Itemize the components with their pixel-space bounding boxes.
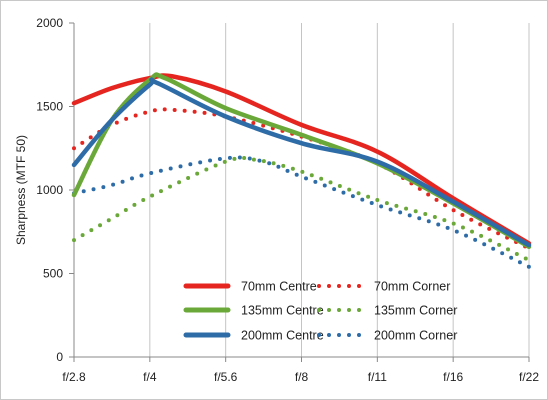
legend-label-200mm-centre: 200mm Centre [241,329,324,343]
legend-label-70mm-centre: 70mm Centre [241,280,317,294]
x-tick-label: f/5.6 [214,370,238,384]
series-line-70mm-centre [71,73,532,246]
series-line-200mm-centre [71,77,532,248]
x-tick-label: f/2.8 [62,370,86,384]
series-line-135mm-corner [72,155,531,263]
legend: 70mm Centre 135mm Centre 200mm Centre 70mm … [183,280,457,343]
x-tick-label: f/4 [143,370,157,384]
legend-label-70mm-corner: 70mm Corner [374,280,450,294]
x-tick-label: f/11 [368,370,387,384]
legend-label-135mm-centre: 135mm Centre [241,304,324,318]
grid-lines [149,23,530,357]
legend-label-200mm-corner: 200mm Corner [374,329,457,343]
y-tick-label: 0 [56,350,63,364]
y-axis-title: Sharpness (MTF 50) [14,135,28,245]
series-lines [71,72,532,269]
legend-label-135mm-corner: 135mm Corner [374,304,457,318]
axes: 0 500 1000 1500 2000 f/2.8 f/4 f/5.6 f/8 f/11 f/16… [36,16,539,384]
y-tick-label: 2000 [36,16,63,30]
y-tick-label: 500 [43,267,63,281]
x-tick-label: f/22 [519,370,539,384]
x-tick-label: f/8 [295,370,309,384]
y-tick-label: 1000 [36,183,63,197]
x-tick-label: f/16 [443,370,463,384]
y-tick-label: 1500 [36,100,63,114]
